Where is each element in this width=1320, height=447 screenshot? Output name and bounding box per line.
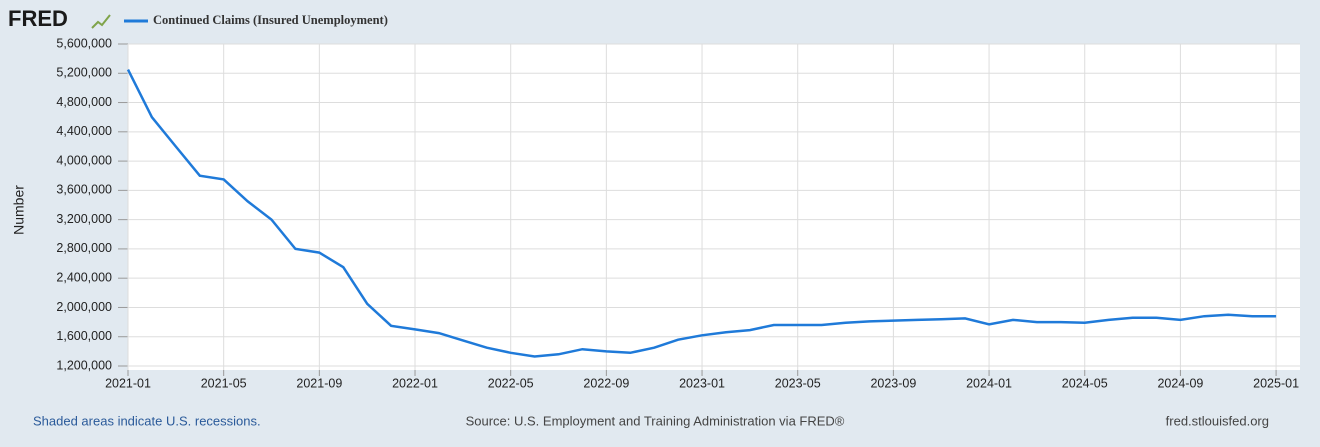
x-tick-label: 2021-01 [105, 376, 151, 390]
legend-label: Continued Claims (Insured Unemployment) [153, 13, 388, 27]
x-tick-label: 2024-01 [966, 376, 1012, 390]
y-tick-label: 4,000,000 [56, 153, 112, 167]
y-tick-label: 3,200,000 [56, 212, 112, 226]
y-axis-label: Number [11, 185, 27, 235]
data-line [126, 69, 1277, 358]
y-tick-label: 1,200,000 [56, 358, 112, 372]
x-tick-label: 2021-09 [296, 376, 342, 390]
y-tick-label: 3,600,000 [56, 183, 112, 197]
x-tick-label: 2022-05 [488, 376, 534, 390]
logo-icon [91, 14, 111, 29]
footer-source: Source: U.S. Employment and Training Adm… [466, 413, 845, 428]
x-tick-label: 2023-01 [679, 376, 725, 390]
x-tick-label: 2025-01 [1253, 376, 1299, 390]
y-tick-label: 5,200,000 [56, 66, 112, 80]
y-tick-label: 2,400,000 [56, 270, 112, 284]
x-tick-label: 2021-05 [201, 376, 247, 390]
x-tick-label: 2023-09 [870, 376, 916, 390]
footer-site[interactable]: fred.stlouisfed.org [1166, 413, 1269, 428]
logo[interactable]: FRED [8, 6, 68, 31]
y-tick-label: 5,600,000 [56, 36, 112, 50]
x-tick-label: 2024-05 [1062, 376, 1108, 390]
x-tick-label: 2022-09 [583, 376, 629, 390]
y-tick-label: 4,400,000 [56, 124, 112, 138]
y-tick-label: 2,800,000 [56, 241, 112, 255]
x-tick-label: 2022-01 [392, 376, 438, 390]
plot-area [128, 44, 1300, 370]
footer-note[interactable]: Shaded areas indicate U.S. recessions. [33, 413, 261, 428]
x-tick-label: 2023-05 [775, 376, 821, 390]
y-tick-label: 1,600,000 [56, 329, 112, 343]
y-tick-label: 4,800,000 [56, 95, 112, 109]
y-tick-label: 2,000,000 [56, 300, 112, 314]
x-tick-label: 2024-09 [1157, 376, 1203, 390]
